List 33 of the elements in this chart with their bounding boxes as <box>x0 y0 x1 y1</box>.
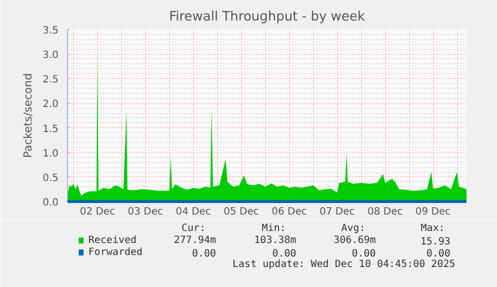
x-tick-label: 08 Dec <box>367 206 403 218</box>
text: Last update: Wed Dec 10 04:45:00 2025 <box>232 259 456 270</box>
y-tick-label: 0.0 <box>42 198 59 208</box>
x-tick-label: 09 Dec <box>415 206 451 218</box>
text: 306.69m <box>334 235 376 246</box>
y-tick-label: 3.0 <box>42 50 59 62</box>
text: 0.00 <box>426 248 450 260</box>
legend-label: Received <box>88 235 137 246</box>
y-tick-label: 2.0 <box>42 99 59 110</box>
text: Avg: <box>341 223 366 234</box>
text: 277.94m <box>174 235 216 246</box>
text: 15.93 <box>420 236 450 248</box>
x-tick-label: 04 Dec <box>176 206 211 218</box>
y-tick-label: 1.0 <box>42 148 59 160</box>
legend-label: Forwarded <box>88 247 143 258</box>
text: Max: <box>420 223 445 234</box>
chart-title: Firewall Throughput - by week <box>169 10 366 24</box>
y-tick-label: 3.5 <box>42 26 59 36</box>
text: 0.00 <box>352 248 376 260</box>
x-tick-label: 02 Dec <box>80 206 116 218</box>
y-tick-label: 1.5 <box>42 124 59 135</box>
text: 103.38m <box>254 235 296 246</box>
x-tick-label: 06 Dec <box>272 206 307 218</box>
y-tick-label: 0.5 <box>42 172 59 184</box>
text: 0.00 <box>272 248 296 260</box>
text: Min: <box>262 223 286 234</box>
x-tick-label: 07 Dec <box>320 206 355 218</box>
text: 0.00 <box>192 248 216 260</box>
y-tick-label: 2.5 <box>42 74 59 86</box>
y-axis-title: Packets/second <box>22 73 35 158</box>
x-tick-label: 05 Dec <box>224 206 259 218</box>
text: Cur: <box>182 223 206 234</box>
x-tick-label: 03 Dec <box>128 206 164 218</box>
